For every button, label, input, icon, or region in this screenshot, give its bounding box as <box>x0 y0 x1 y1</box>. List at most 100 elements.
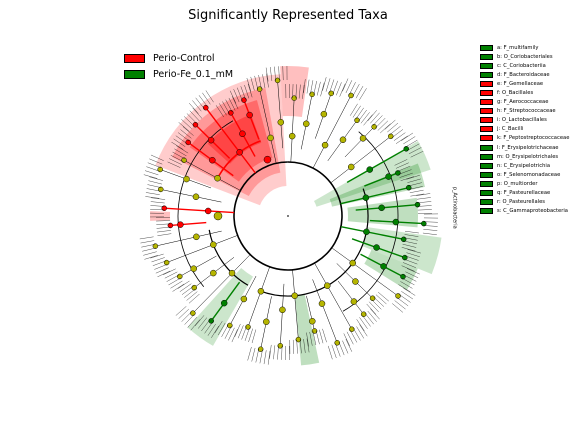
leaf-line <box>375 294 387 305</box>
leaf-line <box>320 82 325 97</box>
leaf-line <box>156 223 171 225</box>
clade-highlight <box>329 163 425 207</box>
taxon-node <box>163 259 170 266</box>
leaf-line <box>399 172 413 178</box>
leaf-line <box>151 257 165 263</box>
taxon-node <box>213 211 223 221</box>
taxon-key-swatch <box>480 144 493 151</box>
taxon-key-s: s: C_Gammaproteobacteria <box>480 207 569 216</box>
leaf-line <box>198 317 208 329</box>
legend-entry-treated: Perio-Fe_0.1_mM <box>124 66 233 82</box>
leaf-line <box>237 87 243 101</box>
leaf-line <box>152 260 167 266</box>
branch-line <box>364 172 399 187</box>
taxon-key-swatch <box>480 180 493 187</box>
leaf-line <box>342 78 349 92</box>
branch-line <box>205 107 256 174</box>
leaf-line <box>192 100 202 112</box>
leaf-line <box>394 159 408 166</box>
leaf-line <box>335 343 341 357</box>
leaf-line <box>224 326 232 339</box>
leaf-line <box>233 89 240 103</box>
leaf-line <box>150 253 164 259</box>
root-ring <box>233 161 343 271</box>
leaf-line <box>375 117 386 129</box>
leaf-line <box>331 344 337 359</box>
taxon-node <box>210 241 217 248</box>
leaf-line <box>322 328 327 343</box>
leaf-line <box>373 296 385 307</box>
taxon-node <box>352 278 359 285</box>
taxon-node <box>414 201 421 208</box>
leaf-line <box>194 315 205 327</box>
leaf-line <box>167 161 181 168</box>
leaf-line <box>404 234 419 237</box>
taxon-node <box>334 340 340 346</box>
branch-line <box>247 266 270 328</box>
taxon-key-o: o: F_Selenomonadaceae <box>480 170 569 179</box>
taxon-key-label: g: F_Aerococcaceae <box>497 99 549 106</box>
leaf-line <box>278 66 280 81</box>
leaf-line <box>205 90 214 103</box>
taxon-key-c: c: C_Coriobacteriia <box>480 61 569 70</box>
taxon-key-label: j: C_Bacilli <box>497 126 524 133</box>
leaf-line <box>251 329 257 344</box>
taxon-key-q: q: F_Pasteurellaceae <box>480 189 569 198</box>
taxon-key-p: p: O_multiorder <box>480 179 569 188</box>
leaf-line <box>258 75 262 89</box>
branch-line <box>346 148 407 184</box>
leaf-line <box>403 237 418 241</box>
leaf-line <box>405 255 419 261</box>
leaf-line <box>384 119 396 130</box>
leaf-line <box>240 86 246 100</box>
taxon-node <box>183 175 190 183</box>
clade-highlight <box>150 211 171 221</box>
branch-line <box>164 207 235 214</box>
taxon-key-swatch <box>480 108 493 115</box>
leaf-line <box>393 132 406 141</box>
leaf-line <box>423 225 438 227</box>
leaf-line <box>219 103 227 116</box>
taxon-node <box>328 90 334 97</box>
leaf-line <box>422 232 437 235</box>
leaf-line <box>184 288 196 298</box>
leaf-line <box>176 145 189 154</box>
taxon-node <box>239 130 246 138</box>
leaf-line <box>225 99 233 113</box>
leaf-line <box>150 209 165 211</box>
leaf-line <box>204 321 213 334</box>
leaf-line <box>302 84 305 99</box>
taxon-key-list: a: F_multifamily b: O_Coriobacteriales c: … <box>480 43 569 216</box>
taxon-node <box>303 120 310 128</box>
clade-highlight <box>347 197 418 228</box>
taxon-node <box>257 346 264 352</box>
branch-line <box>155 230 222 247</box>
leaf-line <box>345 338 353 352</box>
taxon-key-swatch <box>480 162 493 169</box>
leaf-line <box>171 141 184 150</box>
leaf-line <box>423 221 438 223</box>
leaf-line <box>402 278 415 286</box>
taxon-node <box>246 111 253 119</box>
leaf-line <box>281 345 283 360</box>
leaf-line <box>322 77 327 91</box>
branch-line <box>280 283 285 346</box>
taxon-node <box>387 133 394 140</box>
taxon-node <box>157 186 164 193</box>
leaf-line <box>143 174 158 179</box>
leaf-line <box>177 132 190 142</box>
taxon-key-f: f: O_Bacillales <box>480 88 569 97</box>
taxon-node <box>309 317 316 325</box>
leaf-line <box>360 112 370 124</box>
leaf-line <box>181 119 192 129</box>
branch-line <box>259 89 277 164</box>
leaf-line <box>403 287 416 296</box>
taxon-key-label: k: F_Peptostreptococcaceae <box>497 135 570 142</box>
leaf-line <box>145 196 160 199</box>
leaf-line <box>405 139 418 148</box>
taxon-key-swatch <box>480 90 493 97</box>
clade-highlight <box>155 74 287 206</box>
taxon-node <box>360 311 367 317</box>
leaf-line <box>306 79 310 94</box>
